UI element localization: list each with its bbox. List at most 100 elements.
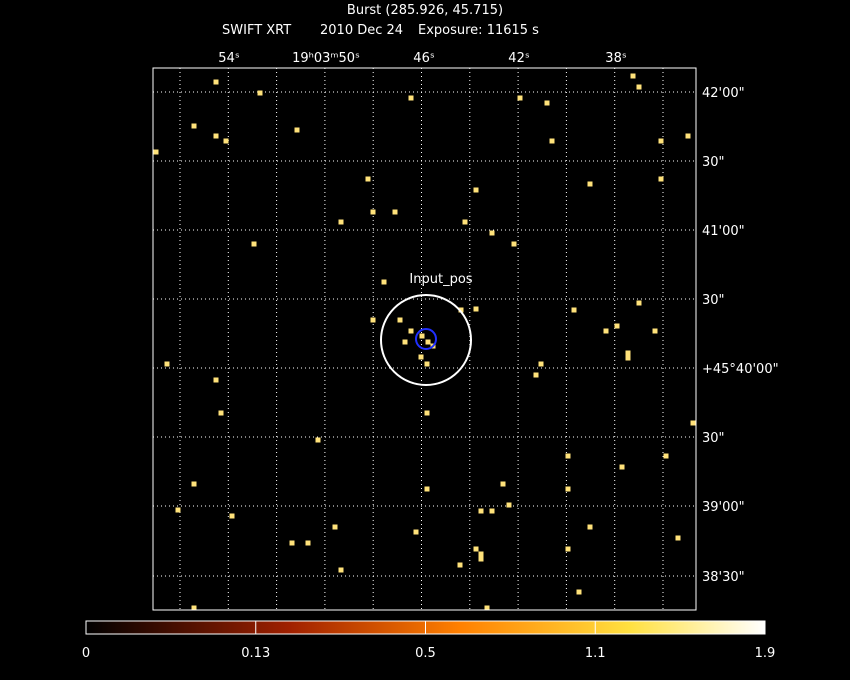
- photon: [164, 361, 170, 367]
- ra-label: 46ˢ: [413, 51, 435, 66]
- photon: [175, 507, 181, 513]
- photon: [663, 453, 669, 459]
- photon: [424, 410, 430, 416]
- photon: [576, 589, 582, 595]
- photon: [565, 486, 571, 492]
- colorbar-labels: 0 0.13 0.5 1.1 1.9: [82, 621, 775, 661]
- photon: [630, 73, 636, 79]
- photon: [251, 241, 257, 247]
- photon: [381, 279, 387, 285]
- photon: [338, 219, 344, 225]
- photon: [462, 219, 468, 225]
- photon: [425, 339, 431, 345]
- photon: [571, 307, 577, 313]
- dec-label: 42'00": [702, 86, 745, 101]
- photon: [458, 307, 464, 313]
- photon: [392, 209, 398, 215]
- ra-label: 38ˢ: [605, 51, 627, 66]
- photon: [370, 317, 376, 323]
- photon: [397, 317, 403, 323]
- photon: [257, 90, 263, 96]
- photon: [489, 508, 495, 514]
- exposure: Exposure: 11615 s: [418, 23, 539, 38]
- photon: [457, 562, 463, 568]
- dec-label: 39'00": [702, 500, 745, 515]
- photon: [408, 328, 414, 334]
- photon: [419, 333, 425, 339]
- dec-label: 30": [702, 155, 725, 170]
- photon: [533, 372, 539, 378]
- photon: [370, 209, 376, 215]
- photon: [332, 524, 338, 530]
- photon: [365, 176, 371, 182]
- photon: [191, 123, 197, 129]
- colorbar-label: 1.9: [755, 646, 776, 661]
- photon: [294, 127, 300, 133]
- photon: [603, 328, 609, 334]
- dec-label: 41'00": [702, 224, 745, 239]
- photon: [153, 149, 159, 155]
- photon: [517, 95, 523, 101]
- instrument: SWIFT XRT: [222, 23, 291, 38]
- coordinate-grid: [153, 68, 696, 610]
- ra-label: 42ˢ: [508, 51, 530, 66]
- colorbar-label: 1.1: [585, 646, 606, 661]
- photon: [191, 481, 197, 487]
- dec-label: 38'30": [702, 570, 745, 585]
- photon: [413, 529, 419, 535]
- photon: [289, 540, 295, 546]
- photon: [565, 453, 571, 459]
- source-region: [380, 294, 472, 386]
- photon: [424, 361, 430, 367]
- photon: [565, 546, 571, 552]
- photon: [690, 420, 696, 426]
- photon: [658, 138, 664, 144]
- photon: [500, 481, 506, 487]
- photon: [223, 138, 229, 144]
- photon: [218, 410, 224, 416]
- photon: [484, 605, 490, 611]
- photon: [478, 508, 484, 514]
- photon-events: [153, 73, 696, 611]
- photon: [473, 546, 479, 552]
- photon: [625, 350, 631, 356]
- photon: [675, 535, 681, 541]
- title: Burst (285.926, 45.715): [347, 3, 503, 18]
- photon: [473, 187, 479, 193]
- photon: [614, 323, 620, 329]
- photon: [478, 551, 484, 557]
- photon: [408, 95, 414, 101]
- colorbar-label: 0.13: [241, 646, 270, 661]
- photon: [652, 328, 658, 334]
- photon: [213, 377, 219, 383]
- image-frame: [152, 67, 697, 611]
- photon: [213, 133, 219, 139]
- photon: [489, 230, 495, 236]
- dec-label: +45°40'00": [702, 362, 779, 377]
- photon: [418, 354, 424, 360]
- dec-label: 30": [702, 293, 725, 308]
- photon: [424, 486, 430, 492]
- photon: [511, 241, 517, 247]
- photon: [544, 100, 550, 106]
- dec-label: 30": [702, 431, 725, 446]
- photon: [625, 355, 631, 361]
- photon: [478, 556, 484, 562]
- photon: [473, 306, 479, 312]
- photon: [636, 84, 642, 90]
- colorbar-label: 0: [82, 646, 90, 661]
- photon: [619, 464, 625, 470]
- photon: [315, 437, 321, 443]
- photon: [636, 300, 642, 306]
- photon: [338, 567, 344, 573]
- photon: [587, 181, 593, 187]
- photon: [685, 133, 691, 139]
- photon: [587, 524, 593, 530]
- photon: [549, 138, 555, 144]
- position-marker: [415, 328, 437, 350]
- photon: [229, 513, 235, 519]
- photon: [191, 605, 197, 611]
- photon: [305, 540, 311, 546]
